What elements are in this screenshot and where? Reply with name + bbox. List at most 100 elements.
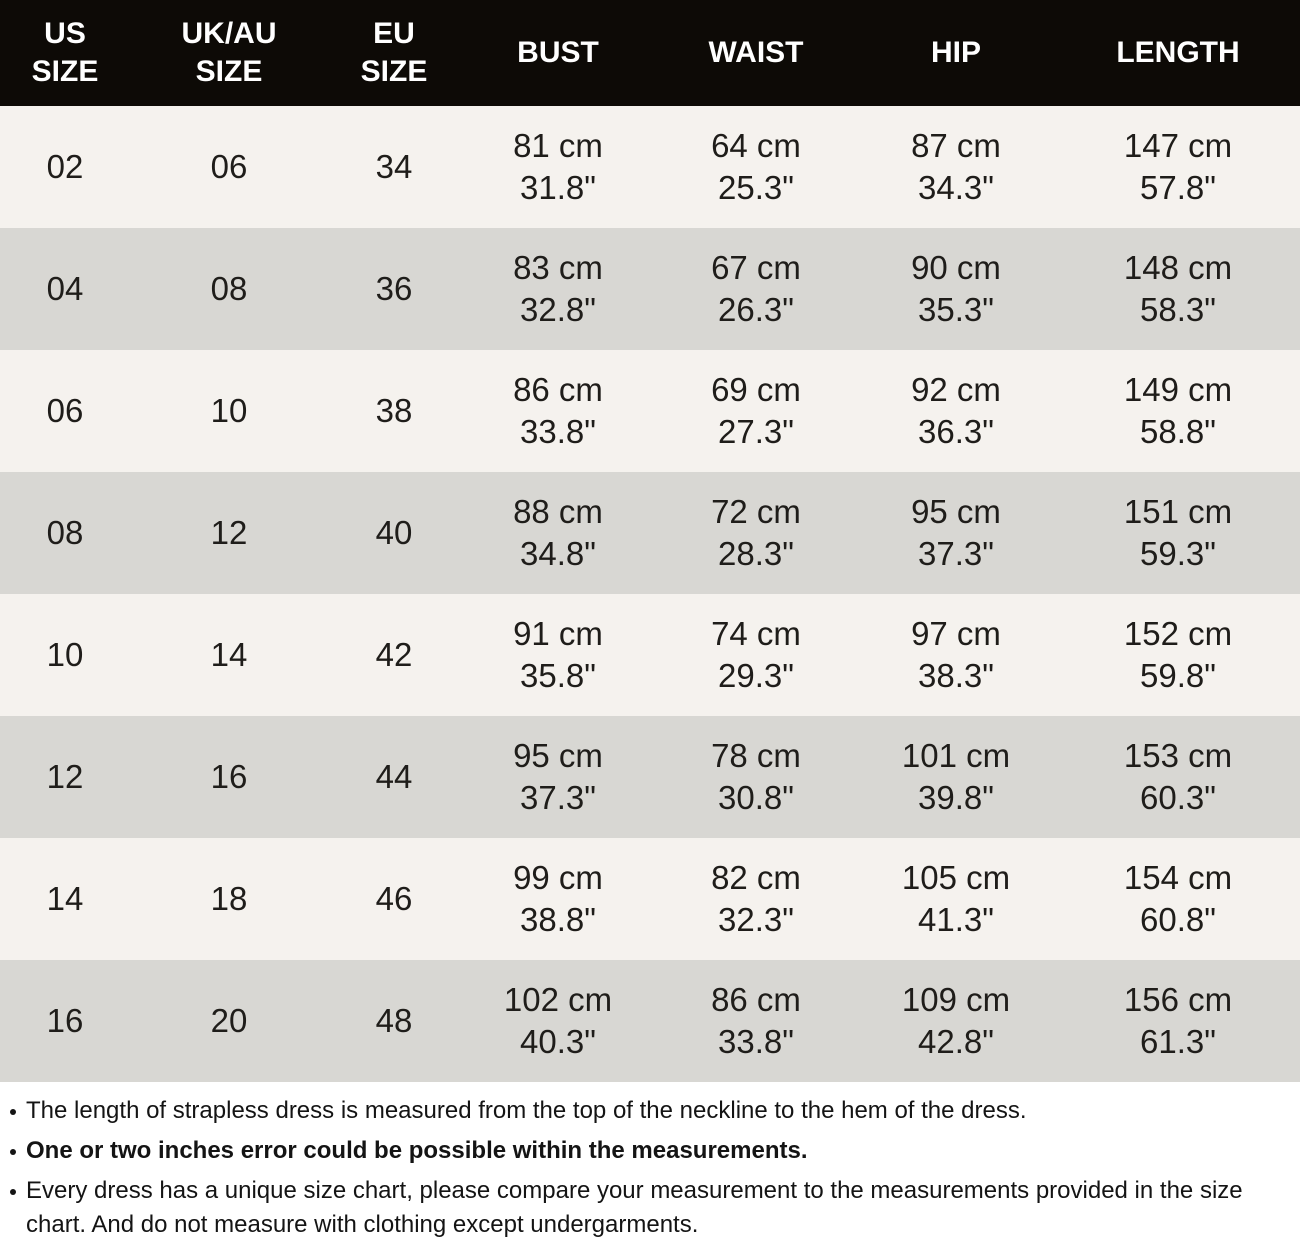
cell-value: 32.8": [520, 291, 596, 328]
cell-value: 08: [46, 514, 84, 551]
cell-value: 42.8": [918, 1023, 994, 1060]
cell-hip: 97 cm 38.3": [856, 594, 1056, 716]
cell-value: 36: [375, 270, 413, 307]
cell-value: 61.3": [1140, 1023, 1216, 1060]
cell-value: 34: [375, 148, 413, 185]
note-text: The length of strapless dress is measure…: [26, 1097, 1027, 1124]
cell-us: 04: [0, 228, 130, 350]
col-header-label: BUST: [517, 36, 599, 69]
table-header: US SIZE UK/AU SIZE EU SIZE BUST WAIST HIP LENGTH: [0, 0, 1300, 106]
cell-value: 59.3": [1140, 535, 1216, 572]
cell-value: 58.3": [1140, 291, 1216, 328]
note-text: Every dress has a unique size chart, ple…: [26, 1177, 1243, 1238]
cell-value: 37.3": [918, 535, 994, 572]
cell-length: 154 cm 60.8": [1056, 838, 1300, 960]
col-header-eu: EU SIZE: [328, 0, 460, 106]
cell-value: 33.8": [520, 413, 596, 450]
cell-bust: 102 cm 40.3": [460, 960, 656, 1082]
cell-value: 82 cm: [711, 859, 801, 896]
cell-waist: 69 cm 27.3": [656, 350, 856, 472]
cell-value: 37.3": [520, 779, 596, 816]
table-row: 08 12 40 88 cm 34.8" 72 cm 28.3" 95 cm 37.3" 151 …: [0, 472, 1300, 594]
table-row: 06 10 38 86 cm 33.8" 69 cm 27.3" 92 cm 36.3" 149 …: [0, 350, 1300, 472]
cell-us: 02: [0, 106, 130, 228]
cell-hip: 101 cm 39.8": [856, 716, 1056, 838]
cell-waist: 82 cm 32.3": [656, 838, 856, 960]
cell-value: 38.3": [918, 657, 994, 694]
cell-value: 06: [210, 148, 248, 185]
cell-value: 151 cm: [1123, 493, 1233, 530]
cell-value: 152 cm: [1123, 615, 1233, 652]
cell-value: 35.8": [520, 657, 596, 694]
table-row: 14 18 46 99 cm 38.8" 82 cm 32.3" 105 cm 41.3" 154…: [0, 838, 1300, 960]
cell-value: 34.3": [918, 169, 994, 206]
size-chart-table: US SIZE UK/AU SIZE EU SIZE BUST WAIST HIP LENGTH …: [0, 0, 1300, 1082]
cell-value: 10: [46, 636, 84, 673]
cell-value: 109 cm: [901, 981, 1011, 1018]
cell-value: 83 cm: [513, 249, 603, 286]
cell-waist: 64 cm 25.3": [656, 106, 856, 228]
col-header-hip: HIP: [856, 0, 1056, 106]
cell-eu: 36: [328, 228, 460, 350]
cell-uk-au: 08: [130, 228, 328, 350]
cell-uk-au: 20: [130, 960, 328, 1082]
cell-value: 60.3": [1140, 779, 1216, 816]
cell-length: 149 cm 58.8": [1056, 350, 1300, 472]
table-row: 10 14 42 91 cm 35.8" 74 cm 29.3" 97 cm 38.3" 152 …: [0, 594, 1300, 716]
cell-eu: 40: [328, 472, 460, 594]
cell-value: 32.3": [718, 901, 794, 938]
cell-us: 08: [0, 472, 130, 594]
cell-uk-au: 14: [130, 594, 328, 716]
cell-value: 27.3": [718, 413, 794, 450]
cell-value: 97 cm: [911, 615, 1001, 652]
cell-hip: 109 cm 42.8": [856, 960, 1056, 1082]
cell-value: 36.3": [918, 413, 994, 450]
cell-value: 86 cm: [711, 981, 801, 1018]
table-row: 16 20 48 102 cm 40.3" 86 cm 33.8" 109 cm 42.8" 15…: [0, 960, 1300, 1082]
cell-eu: 42: [328, 594, 460, 716]
cell-value: 04: [46, 270, 84, 307]
cell-bust: 83 cm 32.8": [460, 228, 656, 350]
col-header-label: LENGTH: [1116, 36, 1240, 69]
cell-us: 12: [0, 716, 130, 838]
cell-value: 30.8": [718, 779, 794, 816]
cell-value: 18: [210, 880, 248, 917]
col-header-label: UK/AU: [181, 17, 277, 50]
cell-eu: 44: [328, 716, 460, 838]
cell-value: 99 cm: [513, 859, 603, 896]
cell-value: 156 cm: [1123, 981, 1233, 1018]
cell-hip: 95 cm 37.3": [856, 472, 1056, 594]
cell-value: 14: [46, 880, 84, 917]
col-header-length: LENGTH: [1056, 0, 1300, 106]
cell-us: 16: [0, 960, 130, 1082]
cell-value: 95 cm: [513, 737, 603, 774]
col-header-label: WAIST: [708, 36, 804, 69]
cell-uk-au: 10: [130, 350, 328, 472]
cell-waist: 86 cm 33.8": [656, 960, 856, 1082]
cell-value: 29.3": [718, 657, 794, 694]
cell-eu: 48: [328, 960, 460, 1082]
cell-value: 81 cm: [513, 127, 603, 164]
cell-bust: 91 cm 35.8": [460, 594, 656, 716]
cell-value: 31.8": [520, 169, 596, 206]
cell-value: 40.3": [520, 1023, 596, 1060]
bullet-dot: [10, 1109, 16, 1115]
cell-value: 10: [210, 392, 248, 429]
cell-value: 38: [375, 392, 413, 429]
cell-value: 33.8": [718, 1023, 794, 1060]
cell-value: 149 cm: [1123, 371, 1233, 408]
cell-bust: 95 cm 37.3": [460, 716, 656, 838]
cell-value: 58.8": [1140, 413, 1216, 450]
col-header-label: SIZE: [195, 55, 263, 88]
cell-waist: 72 cm 28.3": [656, 472, 856, 594]
cell-waist: 74 cm 29.3": [656, 594, 856, 716]
cell-value: 39.8": [918, 779, 994, 816]
bullet-dot: [10, 1149, 16, 1155]
notes-section: The length of strapless dress is measure…: [0, 1082, 1300, 1242]
cell-value: 78 cm: [711, 737, 801, 774]
col-header-label: SIZE: [31, 55, 99, 88]
cell-value: 38.8": [520, 901, 596, 938]
bullet-dot: [10, 1189, 16, 1195]
table-body: 02 06 34 81 cm 31.8" 64 cm 25.3" 87 cm 34.3" 147 …: [0, 106, 1300, 1082]
